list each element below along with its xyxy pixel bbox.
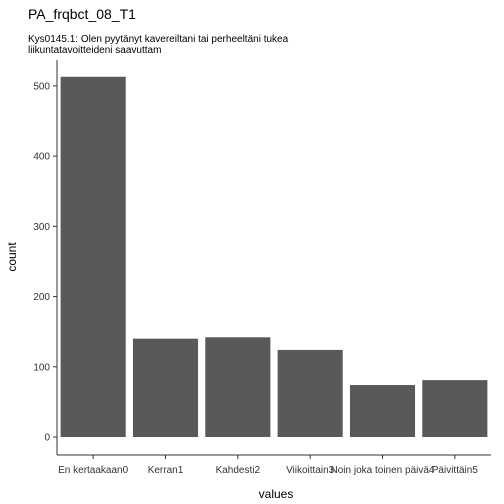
x-tick-label-1: Kerran1 xyxy=(148,465,184,476)
bar-1 xyxy=(132,338,199,437)
y-tick-label-0: 0 xyxy=(44,433,50,444)
x-axis-title: values xyxy=(259,487,294,501)
y-tick-label-4: 400 xyxy=(33,152,50,163)
bar-4 xyxy=(349,385,416,437)
y-axis: 0 100 200 300 400 500 xyxy=(33,60,58,455)
y-tick-label-1: 100 xyxy=(33,362,50,373)
x-tick-label-0: En kertaakaan0 xyxy=(58,465,128,476)
x-tick-label-3: Viikoittain3 xyxy=(286,465,335,476)
x-tick-label-4: Noin joka toinen päivä4 xyxy=(331,465,435,476)
chart-title: PA_frqbct_08_T1 xyxy=(28,6,136,22)
chart-subtitle-line-2: liikuntatavoitteideni saavuttam xyxy=(28,45,161,56)
x-tick-label-2: Kahdesti2 xyxy=(216,465,261,476)
x-tick-label-5: Päivittäin5 xyxy=(432,465,479,476)
chart-subtitle-line-1: Kys0145.1: Olen pyytänyt kavereiltani ta… xyxy=(28,34,289,45)
bars-group xyxy=(60,76,488,438)
y-axis-title: count xyxy=(5,242,19,272)
bar-5 xyxy=(422,380,488,437)
x-axis: En kertaakaan0 Kerran1 Kahdesti2 Viikoittai… xyxy=(57,454,491,476)
bar-3 xyxy=(277,349,343,437)
y-tick-label-2: 200 xyxy=(33,292,50,303)
bar-2 xyxy=(205,337,271,437)
y-tick-label-3: 300 xyxy=(33,222,50,233)
y-tick-label-5: 500 xyxy=(33,81,50,92)
bar-0 xyxy=(60,76,126,438)
